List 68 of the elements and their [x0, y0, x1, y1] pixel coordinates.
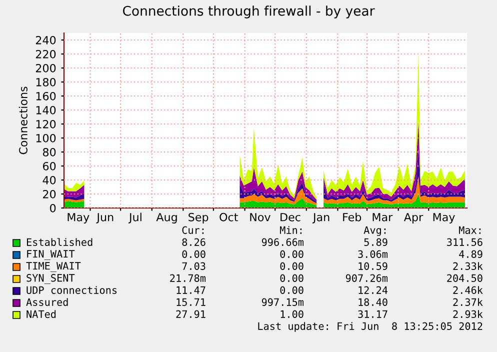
- legend-label: Established: [26, 238, 92, 246]
- y-tick-label: 80: [42, 148, 56, 156]
- text: 2.46k: [453, 286, 483, 294]
- legend-label: TIME_WAIT: [26, 262, 81, 272]
- legend-label: NATed: [26, 310, 56, 318]
- x-tick-label: Jan: [312, 213, 330, 224]
- chart-title: Connections through firewall - by year: [123, 6, 375, 18]
- text: Avg:: [364, 226, 386, 236]
- text: 5.89: [364, 238, 388, 246]
- x-tick-label: Aug: [156, 213, 177, 224]
- x-tick-label: Nov: [250, 213, 270, 222]
- text: Cur:: [182, 226, 204, 234]
- legend-label: SYN_SENT: [26, 274, 75, 284]
- text: 311.56: [447, 238, 482, 246]
- text: 7.03: [182, 262, 206, 270]
- legend-label: Assured: [26, 298, 68, 306]
- text: 11.47: [176, 286, 206, 294]
- text: 907.26m: [346, 274, 388, 282]
- text: 21.78m: [170, 274, 206, 282]
- x-tick-label: Apr: [404, 213, 424, 224]
- x-tick-label: Feb: [343, 212, 362, 222]
- legend-label: UDP connections: [26, 286, 117, 294]
- y-axis-title: Connections: [18, 86, 28, 154]
- text: 0.00: [280, 286, 304, 294]
- text: Min:: [280, 226, 302, 234]
- text: 1.00: [280, 310, 304, 318]
- y-tick-label: 40: [42, 176, 56, 184]
- x-tick-label: Jul: [128, 212, 142, 224]
- y-tick-label: 120: [36, 120, 56, 128]
- y-tick-label: 240: [36, 36, 56, 44]
- x-tick-label: Sep: [188, 212, 208, 224]
- text: 0.00: [280, 274, 304, 282]
- text: Max:: [459, 226, 481, 234]
- text: 997.15m: [262, 298, 304, 306]
- y-tick-label: 100: [36, 134, 56, 142]
- text: Last update: Fri Jun 8 13:25:05 2012: [258, 322, 482, 332]
- text: 8.26: [182, 238, 206, 246]
- y-tick-label: 160: [36, 92, 56, 100]
- text: 204.50: [447, 274, 482, 282]
- x-tick-label: May: [433, 213, 455, 224]
- text: 2.93k: [453, 310, 483, 318]
- text: 0.00: [280, 262, 304, 270]
- text: 15.71: [176, 298, 206, 306]
- text: 2.33k: [453, 262, 483, 270]
- x-tick-label: May: [68, 213, 90, 224]
- y-tick-label: 0: [50, 204, 56, 212]
- legend-label: FIN_WAIT: [27, 250, 75, 260]
- y-tick-label: 220: [36, 50, 56, 58]
- text: 4.89: [459, 250, 482, 258]
- x-tick-label: Oct: [220, 212, 238, 222]
- text: 0.00: [280, 250, 304, 258]
- y-tick-label: 20: [43, 190, 56, 198]
- y-tick-label: 140: [36, 106, 56, 114]
- text: 3.06m: [358, 250, 388, 258]
- y-tick-label: 180: [36, 78, 56, 86]
- text: 996.66m: [262, 238, 304, 246]
- x-tick-label: Mar: [372, 213, 393, 222]
- text: 18.40: [358, 298, 388, 306]
- y-tick-label: 200: [36, 64, 56, 72]
- text: 12.24: [358, 286, 388, 294]
- y-tick-label: 60: [43, 162, 56, 170]
- text: 0.00: [182, 250, 206, 258]
- text: 2.37k: [453, 298, 483, 306]
- text: 31.17: [358, 310, 388, 318]
- x-tick-label: Dec: [280, 213, 300, 222]
- x-tick-label: Jun: [96, 213, 114, 224]
- text: 27.91: [176, 310, 206, 318]
- text: 10.59: [358, 262, 388, 270]
